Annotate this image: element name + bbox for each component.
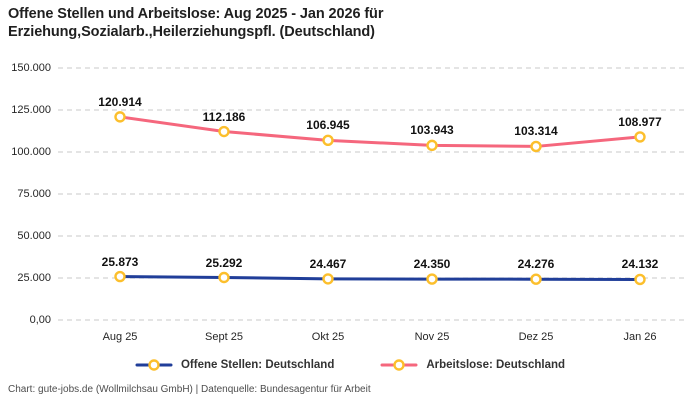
- data-point-marker-arbeitslose: [530, 140, 542, 153]
- legend-item-offene-stellen: Offene Stellen: Deutschland: [135, 358, 334, 372]
- data-point-marker-offene-stellen: [634, 273, 646, 286]
- legend: Offene Stellen: Deutschland Arbeitslose: …: [0, 356, 700, 374]
- data-point-marker-arbeitslose: [634, 131, 646, 143]
- legend-line-marker-icon: [380, 359, 418, 371]
- legend-item-arbeitslose: Arbeitslose: Deutschland: [380, 358, 565, 372]
- data-point-marker-offene-stellen: [322, 273, 334, 285]
- data-point-marker-offene-stellen: [426, 273, 438, 285]
- chart-title: Offene Stellen und Arbeitslose: Aug 2025…: [8, 6, 384, 41]
- chart-footer: Chart: gute-jobs.de (Wollmilchsau GmbH) …: [8, 384, 371, 395]
- data-point-marker-arbeitslose: [322, 134, 334, 147]
- legend-line-marker-icon: [135, 359, 173, 371]
- data-point-marker-arbeitslose: [426, 139, 438, 152]
- legend-label: Offene Stellen: Deutschland: [180, 359, 335, 371]
- data-point-marker-arbeitslose: [114, 111, 126, 123]
- data-point-marker-offene-stellen: [218, 271, 230, 284]
- data-point-marker-offene-stellen: [114, 270, 126, 283]
- series-line-arbeitslose: [118, 115, 642, 148]
- data-point-marker-offene-stellen: [530, 273, 542, 285]
- legend-label: Arbeitslose: Deutschland: [426, 359, 566, 371]
- series-line-offene-stellen: [118, 275, 642, 281]
- data-point-marker-arbeitslose: [218, 125, 230, 138]
